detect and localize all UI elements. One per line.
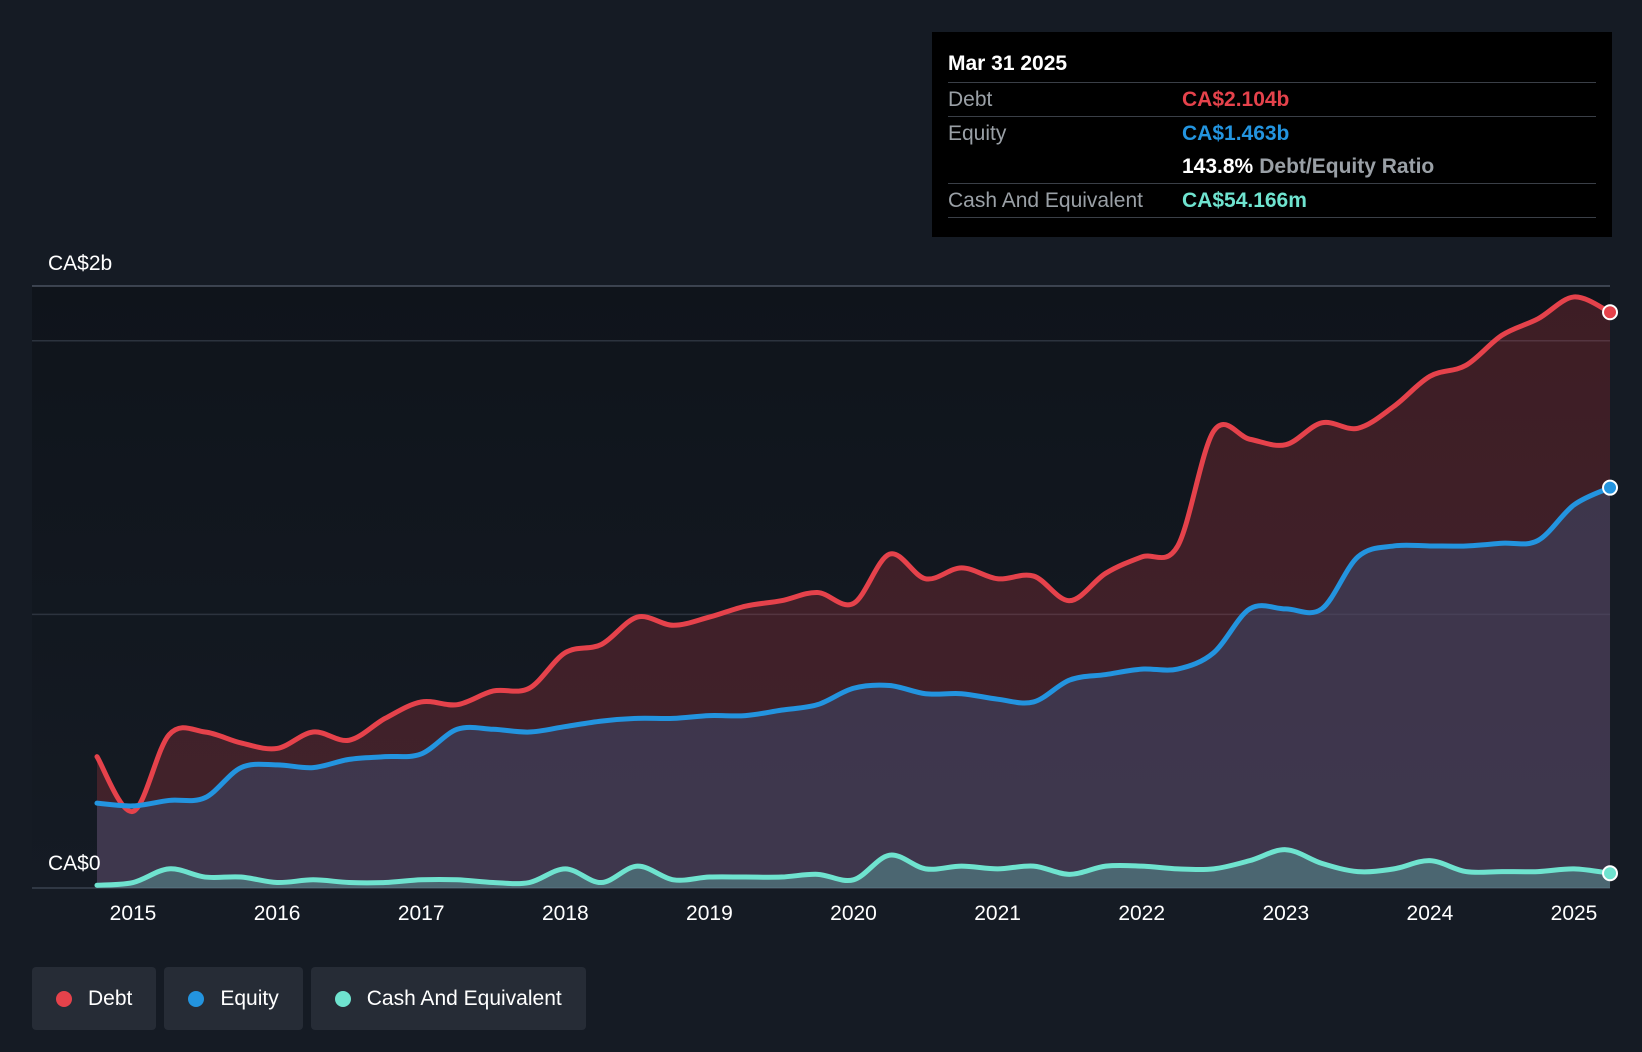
x-tick-label: 2020 (830, 902, 877, 925)
equity-area (96, 487, 1611, 888)
tooltip-equity-row: Equity CA$1.463b (948, 117, 1596, 150)
series-endpoints (1602, 304, 1619, 882)
tooltip-debt-row: Debt CA$2.104b (948, 83, 1596, 117)
legend-item-equity[interactable]: Equity (164, 967, 303, 1030)
x-tick-label: 2025 (1551, 902, 1598, 925)
tooltip-debt-value: CA$2.104b (1182, 88, 1290, 111)
x-tick-label: 2017 (398, 902, 445, 925)
tooltip-date: Mar 31 2025 (948, 46, 1596, 83)
x-tick-label: 2021 (974, 902, 1021, 925)
debt-endpoint[interactable] (1602, 304, 1619, 321)
tooltip-ratio-value: 143.8% (1182, 155, 1254, 178)
series-areas (96, 296, 1611, 888)
legend: Debt Equity Cash And Equivalent (32, 967, 586, 1030)
cash-line (94, 847, 1613, 888)
x-tick-label: 2023 (1262, 902, 1309, 925)
series-lines (94, 294, 1613, 888)
x-tick-label: 2024 (1407, 902, 1454, 925)
legend-item-debt[interactable]: Debt (32, 967, 157, 1030)
legend-cash-label: Cash And Equivalent (366, 986, 562, 1010)
cash-area (96, 849, 1611, 888)
x-tick-label: 2016 (254, 902, 301, 925)
equity-endpoint[interactable] (1602, 479, 1619, 496)
tooltip-equity-label: Equity (948, 122, 1007, 145)
tooltip-ratio-label: Debt/Equity Ratio (1259, 155, 1435, 178)
x-axis-ticks: 2015 2016 2017 2018 2019 2020 2021 2022 2023 2024… (110, 902, 1598, 925)
x-tick-label: 2018 (542, 902, 589, 925)
cash-endpoint[interactable] (1602, 865, 1619, 882)
tooltip-cash-row: Cash And Equivalent CA$54.166m (948, 184, 1596, 218)
legend-item-cash[interactable]: Cash And Equivalent (310, 967, 586, 1030)
tooltip-cash-value: CA$54.166m (1182, 189, 1307, 212)
equity-line (94, 485, 1613, 809)
tooltip-equity-value: CA$1.463b (1182, 122, 1290, 145)
y-axis-bottom-label: CA$0 (48, 852, 101, 875)
cash-dot-icon (334, 990, 351, 1007)
legend-debt-label: Debt (88, 986, 133, 1010)
x-tick-label: 2015 (110, 902, 157, 925)
equity-dot-icon (188, 990, 205, 1007)
tooltip: Mar 31 2025 Debt CA$2.104b Equity CA$1.4… (932, 32, 1612, 237)
legend-equity-label: Equity (220, 986, 279, 1010)
tooltip-cash-label: Cash And Equivalent (948, 189, 1143, 212)
x-tick-label: 2022 (1118, 902, 1165, 925)
y-axis-top-label: CA$2b (48, 252, 112, 275)
x-tick-label: 2019 (686, 902, 733, 925)
tooltip-ratio-row: 143.8% Debt/Equity Ratio (948, 150, 1596, 184)
debt-dot-icon (56, 990, 72, 1007)
debt-line (94, 294, 1613, 814)
tooltip-debt-label: Debt (948, 88, 993, 111)
